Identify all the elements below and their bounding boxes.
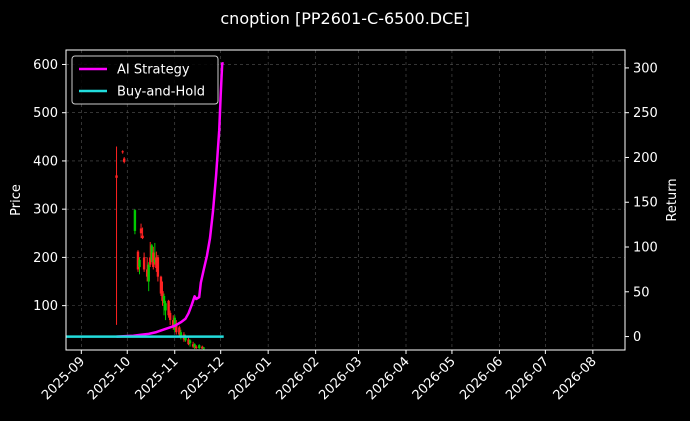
- y2-tick-label: 200: [633, 151, 658, 166]
- candle-body: [136, 251, 140, 270]
- candle-body: [142, 257, 146, 270]
- chart-title: cnoption [PP2601-C-6500.DCE]: [220, 9, 469, 28]
- candle-body: [188, 340, 192, 344]
- candle: [173, 315, 176, 333]
- candle: [168, 310, 172, 325]
- candle: [187, 336, 190, 346]
- candle: [201, 345, 204, 350]
- candle-body: [150, 245, 153, 260]
- candle: [155, 251, 158, 272]
- candle: [164, 300, 167, 321]
- candle-body: [122, 158, 126, 162]
- candle: [145, 257, 149, 282]
- candle-body: [194, 346, 198, 349]
- y2-axis-label: Return: [665, 178, 680, 221]
- candle-body: [202, 347, 206, 349]
- candle-body: [178, 327, 181, 335]
- candle: [202, 347, 206, 350]
- y-axis-label: Price: [9, 184, 24, 216]
- candle-body: [115, 175, 118, 178]
- candle-body: [152, 252, 155, 268]
- legend: AI Strategy Buy-and-Hold: [71, 55, 219, 105]
- y-tick-label: 400: [33, 154, 58, 169]
- candle-body: [138, 259, 141, 268]
- series-line-ai-strategy: [116, 62, 224, 338]
- y-tick-label: 100: [33, 299, 58, 314]
- candle: [198, 344, 201, 350]
- candle: [162, 293, 166, 316]
- candle: [178, 325, 181, 337]
- y-tick-label: 500: [33, 106, 58, 121]
- candle-body: [145, 269, 149, 277]
- candle-body: [172, 320, 175, 328]
- candle-body: [198, 345, 201, 349]
- candle-body: [175, 324, 178, 333]
- candle: [156, 254, 160, 282]
- candle: [153, 242, 157, 265]
- candle-body: [133, 210, 137, 231]
- candle: [139, 223, 143, 239]
- candle: [138, 257, 141, 275]
- plot-frame: [65, 49, 626, 351]
- candle-body: [191, 344, 195, 347]
- candle-body: [121, 151, 124, 153]
- candle-body: [164, 303, 167, 311]
- candle: [122, 157, 126, 164]
- candle: [188, 339, 192, 347]
- candle-body: [147, 264, 150, 282]
- y2-tick-label: 50: [633, 285, 650, 300]
- candle-body: [173, 317, 176, 330]
- candle-body: [179, 332, 183, 337]
- candle-body: [139, 228, 143, 234]
- candle-body: [141, 235, 144, 239]
- candle: [175, 320, 178, 335]
- candle-body: [168, 312, 172, 321]
- candle: [194, 345, 198, 350]
- candle: [159, 275, 163, 296]
- y2-tick-label: 0: [633, 330, 641, 345]
- candle: [121, 150, 124, 154]
- y2-tick-label: 250: [633, 106, 658, 121]
- candle-body: [184, 335, 187, 341]
- candle: [142, 252, 146, 272]
- candle: [191, 341, 195, 349]
- legend-box: [71, 55, 219, 105]
- candle: [141, 227, 144, 240]
- legend-label-ai-strategy: AI Strategy: [117, 63, 190, 78]
- candle-body: [161, 291, 164, 301]
- candle: [152, 246, 155, 270]
- candle: [115, 146, 118, 325]
- candle: [133, 209, 137, 235]
- candle: [149, 241, 152, 268]
- y2-tick-label: 150: [633, 196, 658, 211]
- candle-body: [153, 259, 157, 263]
- candle-body: [167, 300, 170, 316]
- legend-label-buy-and-hold: Buy-and-Hold: [117, 85, 205, 100]
- candle: [147, 262, 150, 292]
- candle-body: [159, 276, 163, 294]
- y-tick-label: 600: [33, 58, 58, 73]
- candle-body: [162, 295, 166, 304]
- candlesticks: [115, 146, 206, 350]
- candle: [150, 243, 153, 263]
- y-tick-label: 300: [33, 203, 58, 218]
- candle-body: [155, 257, 158, 269]
- candle: [136, 250, 140, 272]
- y2-tick-label: 100: [633, 241, 658, 256]
- candle: [193, 343, 196, 350]
- y2-tick-label: 300: [633, 61, 658, 76]
- y-tick-label: 200: [33, 251, 58, 266]
- candle-body: [201, 346, 204, 349]
- candle-body: [193, 344, 196, 348]
- candle-body: [149, 257, 152, 265]
- series-lines: [66, 62, 224, 338]
- candle: [161, 281, 164, 306]
- candle: [167, 299, 170, 318]
- candle-body: [187, 339, 190, 345]
- candle-body: [156, 257, 160, 277]
